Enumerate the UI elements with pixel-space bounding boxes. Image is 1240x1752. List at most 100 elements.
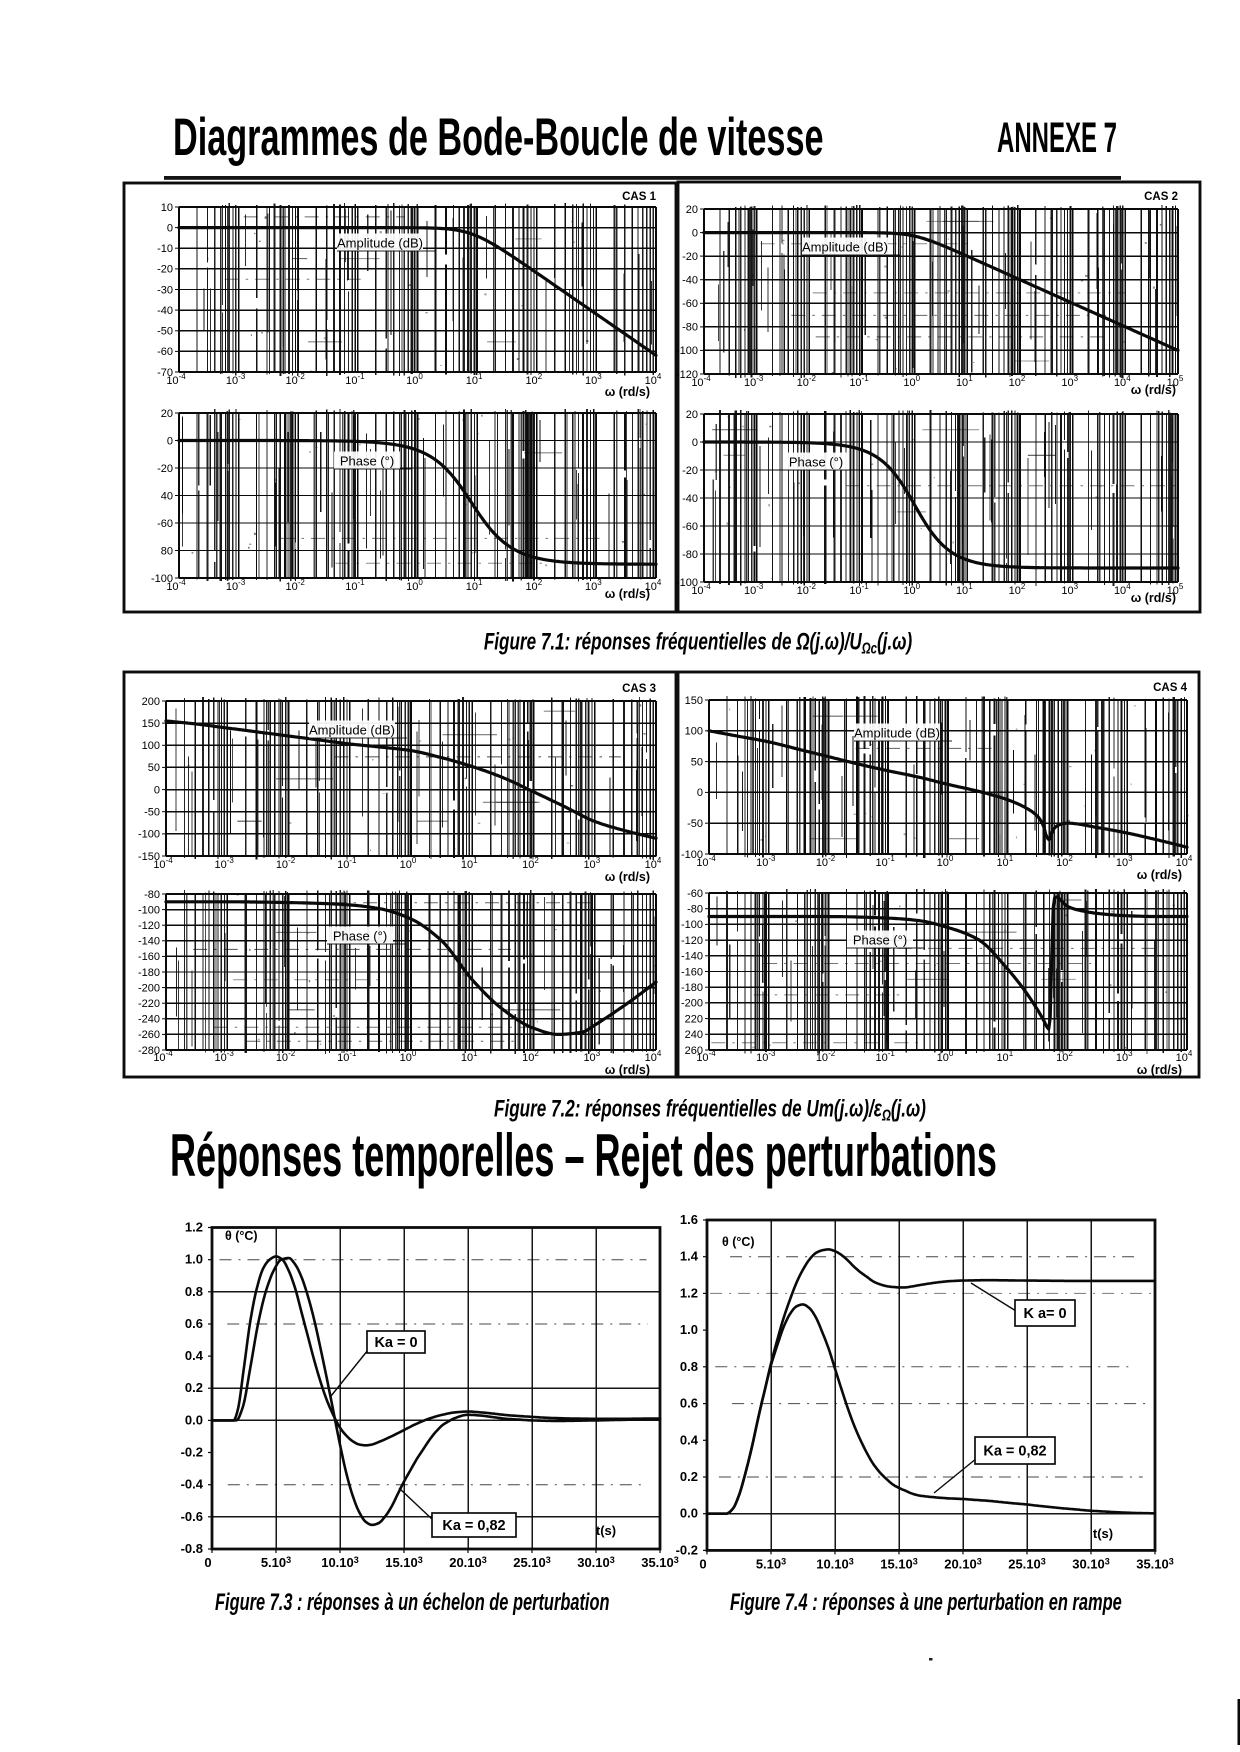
svg-text:ω (rd/s): ω (rd/s) bbox=[605, 587, 650, 601]
svg-text:1.0: 1.0 bbox=[185, 1252, 203, 1267]
svg-text:-200: -200 bbox=[681, 998, 703, 1010]
svg-text:220: 220 bbox=[685, 1013, 703, 1025]
svg-text:25.103: 25.103 bbox=[1008, 1556, 1046, 1571]
svg-text:ω (rd/s): ω (rd/s) bbox=[1131, 591, 1176, 605]
svg-text:0: 0 bbox=[167, 435, 173, 447]
svg-text:-140: -140 bbox=[138, 936, 160, 948]
svg-text:80: 80 bbox=[161, 545, 173, 557]
svg-text:CAS 2: CAS 2 bbox=[1144, 191, 1178, 203]
svg-text:0: 0 bbox=[167, 222, 173, 234]
svg-text:-60: -60 bbox=[687, 888, 703, 900]
svg-text:0.0: 0.0 bbox=[680, 1506, 698, 1521]
svg-text:-100: -100 bbox=[676, 345, 698, 357]
svg-text:-200: -200 bbox=[138, 982, 160, 994]
svg-text:ω (rd/s): ω (rd/s) bbox=[605, 385, 650, 399]
svg-text:t(s): t(s) bbox=[1093, 1526, 1113, 1541]
svg-text:35.103: 35.103 bbox=[641, 1555, 679, 1570]
svg-text:200: 200 bbox=[142, 696, 160, 708]
svg-text:Ka = 0,82: Ka = 0,82 bbox=[442, 1518, 505, 1534]
svg-text:0: 0 bbox=[699, 1556, 706, 1571]
svg-text:Amplitude (dB): Amplitude (dB) bbox=[309, 723, 395, 738]
svg-text:-50: -50 bbox=[144, 807, 160, 819]
svg-text:-60: -60 bbox=[157, 346, 173, 358]
svg-text:15.103: 15.103 bbox=[385, 1555, 423, 1570]
svg-text:0.8: 0.8 bbox=[680, 1359, 698, 1374]
svg-text:0: 0 bbox=[154, 784, 160, 796]
svg-text:-20: -20 bbox=[682, 251, 698, 263]
svg-text:-70: -70 bbox=[157, 367, 173, 379]
svg-text:-80: -80 bbox=[687, 904, 703, 916]
svg-text:Ka = 0: Ka = 0 bbox=[374, 1335, 417, 1351]
svg-text:0.4: 0.4 bbox=[680, 1432, 699, 1447]
svg-text:-80: -80 bbox=[144, 889, 160, 901]
svg-text:Figure 7.1: réponses fréquenti: Figure 7.1: réponses fréquentielles de Ω… bbox=[484, 629, 912, 657]
svg-text:ω (rd/s): ω (rd/s) bbox=[605, 870, 650, 884]
svg-text:0: 0 bbox=[697, 787, 703, 799]
svg-text:-60: -60 bbox=[157, 518, 173, 530]
svg-text:10: 10 bbox=[161, 202, 173, 214]
svg-text:1.2: 1.2 bbox=[185, 1220, 203, 1235]
svg-text:-220: -220 bbox=[138, 998, 160, 1010]
svg-text:θ (°C): θ (°C) bbox=[225, 1229, 258, 1243]
svg-text:20: 20 bbox=[686, 409, 698, 421]
svg-text:Figure 7.3 : réponses à un éch: Figure 7.3 : réponses à un échelon de pe… bbox=[215, 1589, 610, 1616]
svg-text:20.103: 20.103 bbox=[944, 1556, 982, 1571]
svg-text:100: 100 bbox=[685, 726, 703, 738]
svg-text:-80: -80 bbox=[682, 549, 698, 561]
svg-text:50: 50 bbox=[148, 762, 160, 774]
svg-text:50: 50 bbox=[691, 756, 703, 768]
svg-text:CAS 1: CAS 1 bbox=[622, 191, 656, 203]
svg-text:-150: -150 bbox=[138, 851, 160, 863]
svg-text:ω (rd/s): ω (rd/s) bbox=[1137, 1063, 1182, 1077]
svg-text:Réponses temporelles – Rejet d: Réponses temporelles – Rejet des perturb… bbox=[170, 1123, 997, 1190]
svg-text:1.2: 1.2 bbox=[680, 1285, 698, 1300]
svg-text:5.103: 5.103 bbox=[261, 1555, 291, 1570]
svg-text:-100: -100 bbox=[138, 904, 160, 916]
svg-text:-40: -40 bbox=[682, 493, 698, 505]
svg-text:-120: -120 bbox=[681, 935, 703, 947]
svg-text:0.0: 0.0 bbox=[185, 1412, 203, 1427]
svg-text:-120: -120 bbox=[676, 369, 698, 381]
svg-text:40: 40 bbox=[161, 490, 173, 502]
svg-text:150: 150 bbox=[142, 718, 160, 730]
svg-text:-160: -160 bbox=[138, 951, 160, 963]
svg-text:Phase (°): Phase (°) bbox=[340, 454, 394, 469]
svg-text:0.6: 0.6 bbox=[680, 1396, 698, 1411]
svg-text:Amplitude (dB): Amplitude (dB) bbox=[802, 240, 888, 255]
svg-text:-10: -10 bbox=[157, 243, 173, 255]
svg-text:-280: -280 bbox=[138, 1045, 160, 1057]
svg-text:Amplitude (dB): Amplitude (dB) bbox=[337, 236, 423, 251]
svg-text:-0.2: -0.2 bbox=[676, 1542, 698, 1557]
svg-text:-80: -80 bbox=[682, 322, 698, 334]
svg-text:-120: -120 bbox=[138, 920, 160, 932]
svg-text:240: 240 bbox=[685, 1029, 703, 1041]
svg-text:0.8: 0.8 bbox=[185, 1284, 203, 1299]
svg-text:20.103: 20.103 bbox=[449, 1555, 487, 1570]
svg-text:-40: -40 bbox=[682, 275, 698, 287]
svg-text:t(s): t(s) bbox=[596, 1523, 616, 1538]
svg-text:K a= 0: K a= 0 bbox=[1023, 1306, 1066, 1322]
svg-text:-60: -60 bbox=[682, 298, 698, 310]
svg-text:30.103: 30.103 bbox=[1072, 1556, 1110, 1571]
svg-text:0.6: 0.6 bbox=[185, 1316, 203, 1331]
svg-text:ω (rd/s): ω (rd/s) bbox=[605, 1063, 650, 1077]
svg-text:-40: -40 bbox=[157, 305, 173, 317]
svg-text:-20: -20 bbox=[157, 264, 173, 276]
svg-text:θ (°C): θ (°C) bbox=[722, 1235, 755, 1249]
svg-text:ω (rd/s): ω (rd/s) bbox=[1131, 383, 1176, 397]
svg-text:-20: -20 bbox=[682, 465, 698, 477]
svg-text:Figure 7.4 : réponses à une pe: Figure 7.4 : réponses à une perturbation… bbox=[730, 1589, 1122, 1616]
svg-text:-140: -140 bbox=[681, 951, 703, 963]
svg-text:-50: -50 bbox=[687, 818, 703, 830]
svg-text:30.103: 30.103 bbox=[577, 1555, 615, 1570]
svg-text:20: 20 bbox=[161, 408, 173, 420]
svg-text:-0.4: -0.4 bbox=[181, 1477, 204, 1492]
svg-text:-180: -180 bbox=[681, 982, 703, 994]
svg-text:0: 0 bbox=[692, 437, 698, 449]
svg-text:1.0: 1.0 bbox=[680, 1322, 698, 1337]
svg-text:Amplitude (dB): Amplitude (dB) bbox=[854, 726, 940, 741]
svg-text:-180: -180 bbox=[138, 967, 160, 979]
svg-text:-160: -160 bbox=[681, 966, 703, 978]
svg-text:Phase (°): Phase (°) bbox=[789, 455, 843, 470]
svg-text:35.103: 35.103 bbox=[1136, 1556, 1174, 1571]
